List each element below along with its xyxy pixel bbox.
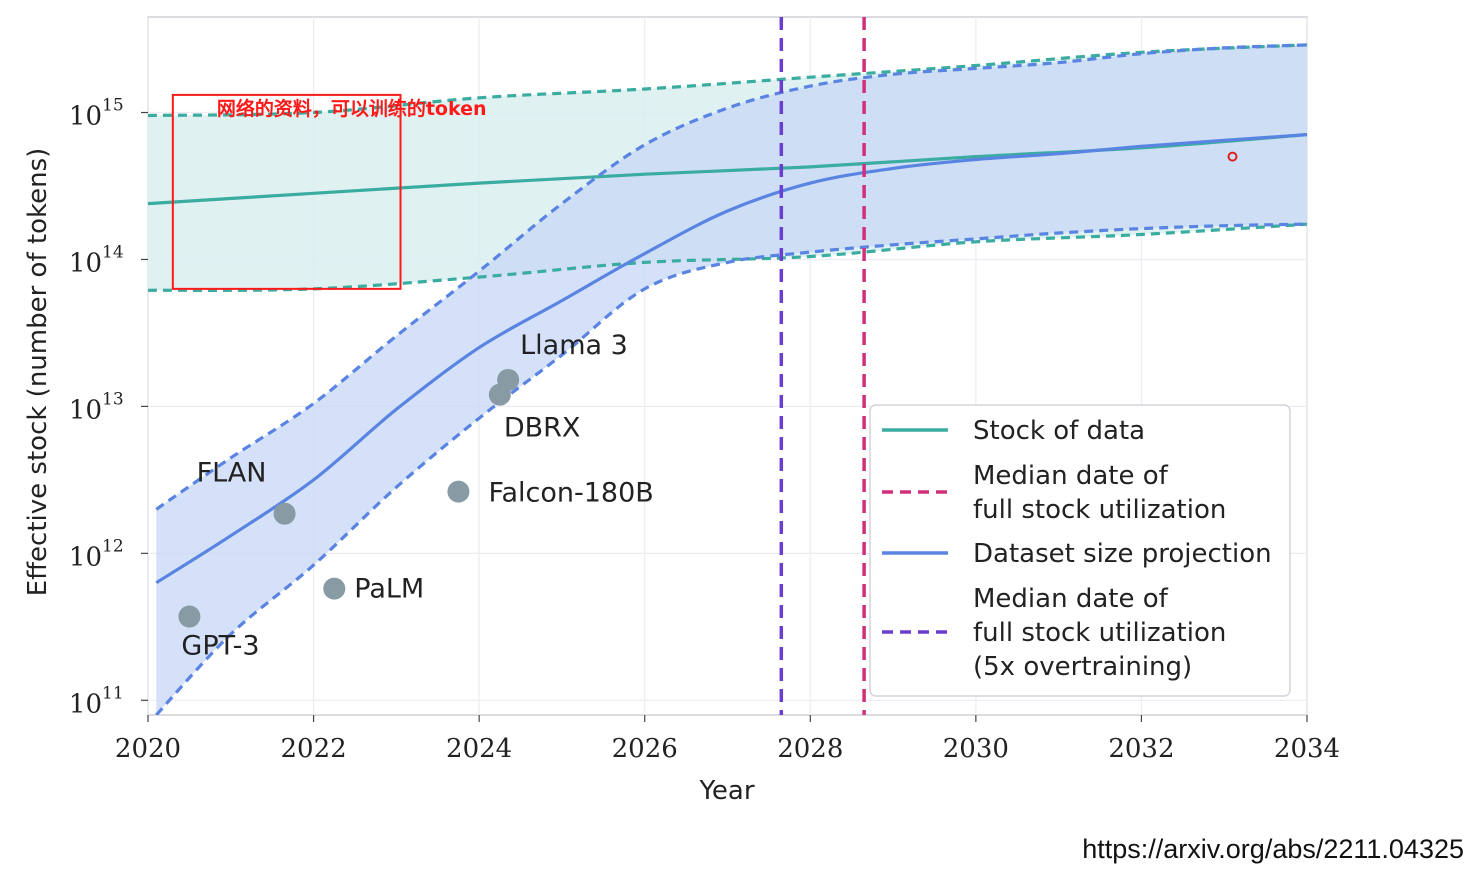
model-point-0 [178,605,201,628]
x-axis-ticks: 2020 2022 2024 2026 2028 2030 2032 2034 [115,715,1340,764]
annotation-text: 网络的资料，可以训练的token [217,97,487,120]
legend-label-3-0: Median date of [973,584,1169,614]
band-1 [156,44,1307,715]
model-point-3 [447,480,470,503]
model-label-1: FLAN [197,458,267,489]
x-tick-label-7: 2034 [1274,734,1340,764]
y-tick-exponent-3: 14 [102,242,124,262]
annotation-box [171,93,402,290]
model-point-2 [323,577,346,600]
series-1-median-line [155,133,1307,585]
y-tick-base-0: 10 [69,689,102,719]
legend-label-3-1: full stock utilization [973,618,1226,648]
legend-label-0-0: Stock of data [973,416,1145,446]
model-label-4: DBRX [504,413,581,444]
series-1-upper-bound [155,43,1307,511]
x-tick-label-2: 2024 [446,734,512,764]
x-tick-label-5: 2030 [943,734,1009,764]
legend-box [869,404,1291,697]
y-tick-exponent-4: 15 [102,96,124,116]
y-tick-exponent-0: 11 [102,683,124,703]
model-label-3: Falcon-180B [488,478,653,509]
source-url[interactable]: https://arxiv.org/abs/2211.04325 [1082,834,1464,864]
series-0-upper-bound [148,43,1307,118]
model-point-1 [273,502,296,525]
x-axis-title: Year [698,776,754,806]
legend-label-1-1: full stock utilization [973,495,1226,525]
x-tick-label-3: 2026 [612,734,678,764]
model-label-5: Llama 3 [520,330,628,361]
y-tick-base-2: 10 [69,395,102,425]
legend-label-3-2: (5x overtraining) [973,652,1192,682]
model-points: GPT-3 FLAN PaLM Falcon-180B DBRX Llama 3 [178,330,654,662]
model-label-0: GPT-3 [181,631,259,662]
x-tick-label-0: 2020 [115,734,181,764]
cursor-marker [1227,151,1238,162]
model-label-2: PaLM [354,574,424,605]
model-point-5 [497,368,520,391]
y-tick-exponent-2: 13 [102,389,124,409]
y-tick-base-4: 10 [69,102,102,132]
y-axis-title: Effective stock (number of tokens) [23,148,53,597]
annotation: 网络的资料，可以训练的token [171,93,1238,290]
y-tick-exponent-1: 12 [102,536,124,556]
vertical-lines [779,17,866,715]
x-tick-label-6: 2032 [1108,734,1174,764]
x-tick-label-4: 2028 [777,734,843,764]
legend: Stock of data Median date of full stock ut… [869,404,1291,697]
legend-label-2-0: Dataset size projection [973,539,1272,569]
x-tick-label-1: 2022 [280,734,346,764]
confidence-bands [148,44,1307,715]
y-tick-base-1: 10 [69,542,102,572]
y-tick-base-3: 10 [69,248,102,278]
legend-label-1-0: Median date of [973,461,1169,491]
